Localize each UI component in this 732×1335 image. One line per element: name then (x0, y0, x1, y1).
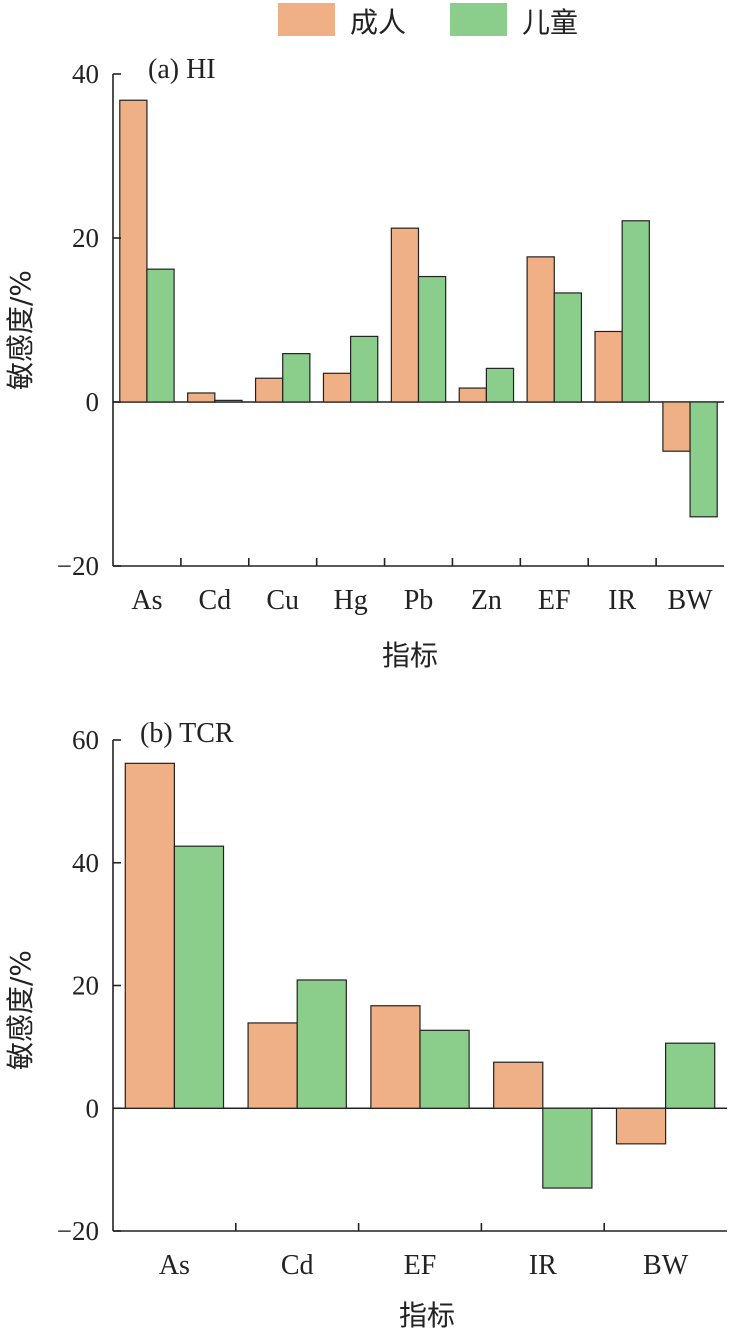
chart-panel-a: (a) HI 指标 敏感度/% As Cd Cu Hg Pb Zn EF IR BW −20 0 20… (4, 54, 724, 672)
panel-a-x-tick-label: BW (668, 585, 714, 616)
panel-a-x-tick-label: Hg (333, 585, 367, 616)
panel-a-x-tick-label: Pb (404, 585, 434, 616)
legend-label-adult: 成人 (350, 6, 406, 39)
panel-b-bar-cd-child (296, 979, 347, 1109)
panel-b-bar-bw-child (664, 1042, 716, 1109)
legend-swatch-child (450, 3, 507, 36)
chart-panel-b: (b) TCR 指标 敏感度/% As Cd EF IR BW −20 0 20 40 60 (4, 718, 727, 1332)
panel-a-x-tick-label: Cd (198, 585, 231, 616)
panel-a-bar-bw-adult (662, 401, 691, 452)
panel-a-bar-hg-adult (322, 372, 352, 403)
panel-b-x-tick-label: Cd (281, 1250, 314, 1281)
panel-a-bar-cu-adult (254, 377, 284, 403)
panel-b-y-tick-label: 0 (86, 1093, 100, 1123)
panel-a-y-tick-label: 0 (86, 387, 100, 417)
legend-swatch-adult (278, 3, 335, 36)
panel-a-x-tick-label: Zn (471, 585, 502, 616)
panel-b-x-tick-label: EF (404, 1250, 437, 1281)
panel-a-bar-ef-adult (526, 256, 555, 403)
panel-b-bar-cd-adult (247, 1022, 298, 1109)
panel-b-bar-ir-adult (493, 1061, 544, 1109)
panel-a-bar-pb-adult (390, 227, 420, 403)
panel-b-bar-ir-child (542, 1107, 593, 1189)
panel-b-y-tick-label: 20 (72, 971, 99, 1001)
panel-a-bar-pb-child (417, 275, 447, 403)
panel-b-y-tick-label: 60 (72, 725, 99, 755)
panel-b-y-tick-label: 40 (72, 848, 99, 878)
legend: 成人 儿童 (278, 3, 578, 39)
panel-a-y-tick-label: 40 (72, 59, 99, 89)
panel-a-bar-ef-child (553, 292, 583, 403)
panel-a-bar-zn-adult (458, 387, 487, 403)
panel-a-bar-as-adult (119, 99, 148, 403)
panel-b-x-tick-label: IR (529, 1250, 557, 1281)
panel-a-y-tick-label: 20 (72, 223, 99, 253)
panel-b-y-axis-title: 敏感度/% (4, 950, 37, 1070)
panel-a-x-axis-title: 指标 (382, 639, 438, 672)
panel-b-bar-ef-child (419, 1029, 470, 1109)
panel-a-x-tick-label: Cu (266, 585, 299, 616)
panel-b-x-tick-label: As (159, 1250, 190, 1281)
panel-b-bar-as-child (173, 845, 225, 1109)
panel-b-x-axis-title: 指标 (399, 1299, 455, 1332)
panel-a-bar-ir-child (621, 220, 650, 403)
panel-b-title: (b) TCR (140, 718, 234, 749)
panel-a-x-tick-label: EF (538, 585, 571, 616)
panel-b-x-tick-label: BW (643, 1250, 689, 1281)
panel-a-bar-cu-child (282, 353, 311, 403)
panel-a-title: (a) HI (148, 54, 216, 85)
legend-label-child: 儿童 (522, 6, 578, 39)
panel-a-y-tick-label: −20 (57, 551, 99, 581)
panel-a-y-axis-title: 敏感度/% (4, 270, 37, 390)
panel-a-bar-cd-child (214, 399, 243, 403)
panel-a-bar-cd-adult (187, 392, 216, 403)
panel-b-bar-as-adult (124, 762, 175, 1109)
panel-b-bar-ef-adult (370, 1005, 421, 1109)
panel-a-bar-bw-child (689, 401, 718, 518)
panel-b-bar-bw-adult (615, 1107, 667, 1145)
panel-a-bar-ir-adult (594, 330, 623, 403)
panel-a-bar-zn-child (485, 367, 515, 403)
panel-a-bar-hg-child (350, 335, 379, 403)
panel-a-x-tick-label: As (131, 585, 162, 616)
panel-a-x-tick-label: IR (608, 585, 636, 616)
panel-b-y-tick-label: −20 (57, 1216, 99, 1246)
panel-a-bar-as-child (146, 268, 175, 403)
